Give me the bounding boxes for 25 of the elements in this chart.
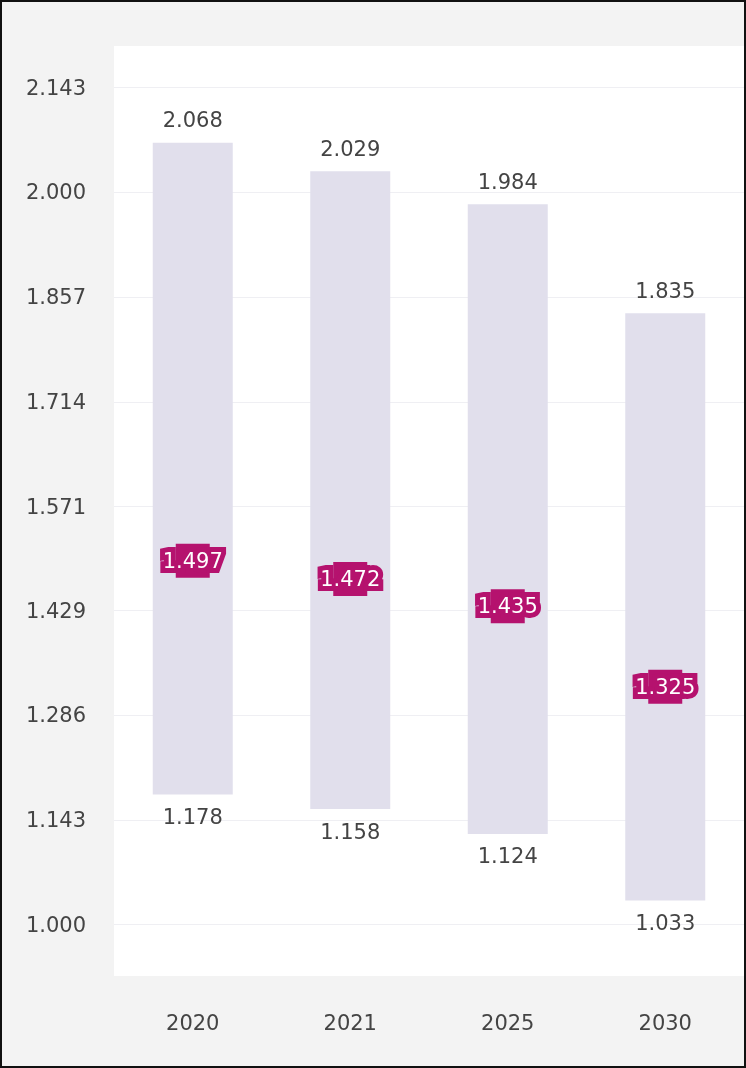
annotation: 1.033 xyxy=(635,911,696,936)
y-tick-label: 2.000 xyxy=(25,180,86,205)
x-tick-label: 2020 xyxy=(166,1010,220,1035)
annotation: 1.178 xyxy=(162,804,223,829)
annotation: 2.029 xyxy=(320,136,381,161)
annotation: 1.835 xyxy=(635,278,696,303)
x-tick-label: 2030 xyxy=(638,1010,692,1035)
x-tick-label: 2021 xyxy=(323,1010,377,1035)
annotation: 1.158 xyxy=(320,819,381,844)
y-tick-label: 1.429 xyxy=(25,598,86,623)
annotation: 2.068 xyxy=(162,108,223,133)
y-tick-label: 1.714 xyxy=(25,389,86,414)
annotation: 1.124 xyxy=(477,844,538,869)
bar xyxy=(152,142,233,795)
y-tick-label: 1.143 xyxy=(25,808,86,833)
bar xyxy=(310,171,391,810)
y-tick-label: 2.143 xyxy=(25,75,86,100)
y-tick-label: 1.286 xyxy=(25,703,86,728)
y-tick-label: 1.000 xyxy=(25,912,86,937)
y-tick-label: 1.857 xyxy=(25,285,86,310)
annotation: 1.984 xyxy=(477,169,538,194)
x-tick-label: 2025 xyxy=(481,1010,535,1035)
bar xyxy=(467,204,548,834)
bar xyxy=(625,313,706,901)
y-tick-label: 1.571 xyxy=(25,494,86,519)
